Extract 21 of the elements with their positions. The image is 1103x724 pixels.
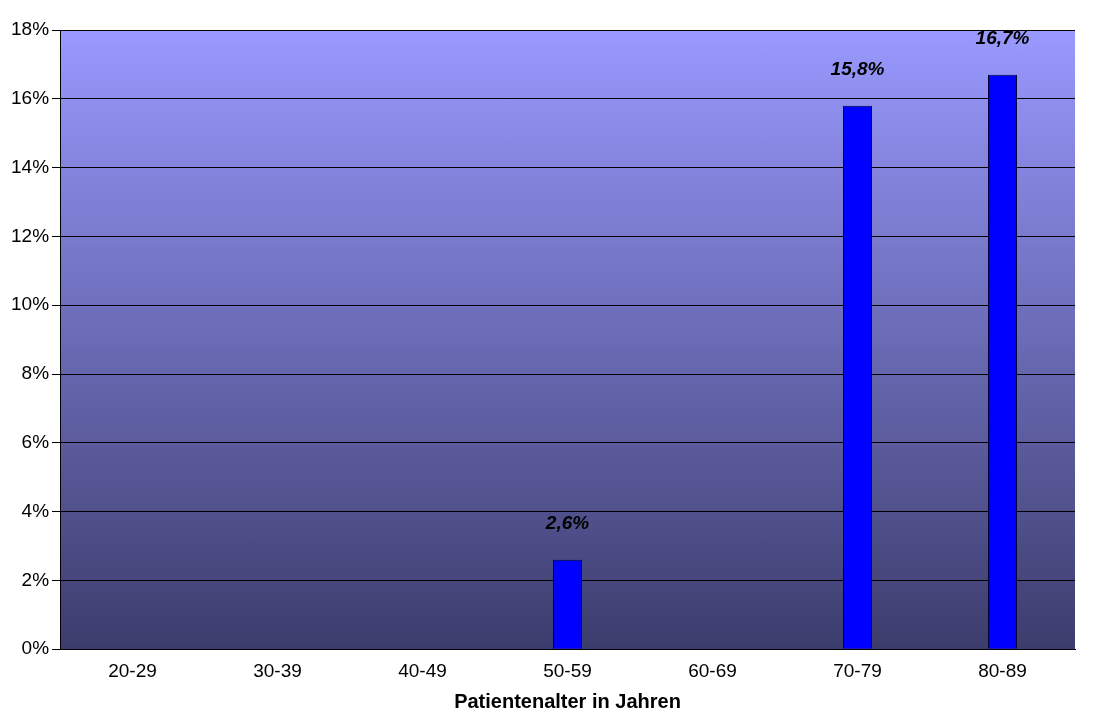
y-tick-label: 14% [11,155,50,177]
y-tick-label: 2% [21,568,50,590]
y-tick-label: 10% [11,293,50,315]
data-label: 16,7% [975,27,1030,49]
y-tick-label: 18% [11,18,50,40]
data-label: 2,6% [544,512,590,534]
x-tick-label: 20-29 [108,659,157,681]
y-tick-label: 16% [11,87,50,109]
y-tick-label: 0% [21,637,50,659]
y-tick-label: 8% [21,362,50,384]
x-tick-label: 70-79 [833,659,882,681]
x-axis-title: Patientenalter in Jahren [454,689,681,712]
x-tick-label: 80-89 [978,659,1027,681]
y-tick-label: 12% [11,224,50,246]
x-tick-label: 30-39 [253,659,302,681]
x-tick-label: 40-49 [398,659,447,681]
x-tick-label: 60-69 [688,659,737,681]
y-tick-label: 4% [21,499,50,521]
data-label: 15,8% [830,58,885,80]
x-tick-label: 50-59 [543,659,592,681]
y-tick-label: 6% [21,431,50,453]
